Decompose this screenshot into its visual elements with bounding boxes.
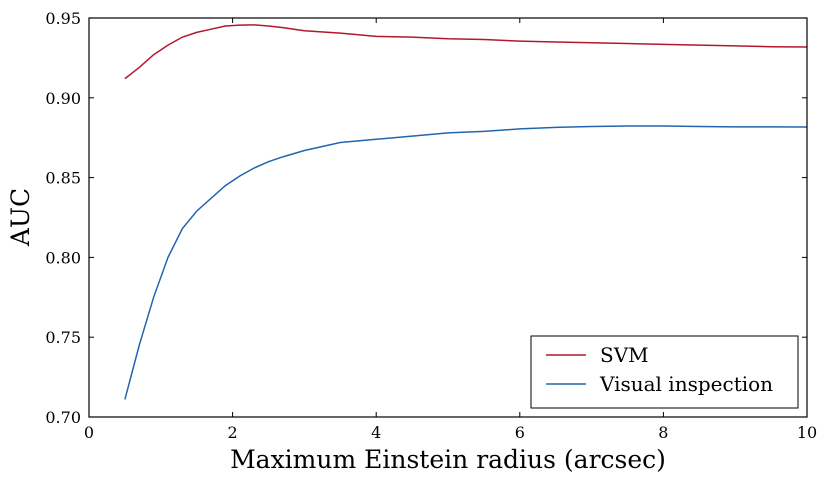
plot-frame: [88, 17, 808, 418]
x-tick-label: 0: [84, 423, 94, 442]
y-tick-label: 0.70: [45, 408, 81, 427]
x-axis-label: Maximum Einstein radius (arcsec): [230, 445, 666, 474]
legend-box: [530, 335, 799, 409]
y-tick-label: 0.95: [45, 9, 81, 28]
x-tick-label: 10: [797, 423, 817, 442]
x-tick-label: 4: [371, 423, 381, 442]
series-line-svm: [124, 24, 808, 80]
y-axis-label: AUC: [6, 188, 35, 247]
series-line-visual-inspection: [124, 125, 808, 400]
legend-label-svm: SVM: [600, 343, 649, 367]
x-tick-label: 6: [515, 423, 525, 442]
x-tick-label: 2: [228, 423, 238, 442]
y-tick-label: 0.80: [45, 248, 81, 267]
x-tick-label: 8: [658, 423, 668, 442]
y-tick-label: 0.90: [45, 89, 81, 108]
legend: SVM Visual inspection: [530, 335, 799, 409]
y-tick-label: 0.85: [45, 169, 81, 188]
legend-label-visual-inspection: Visual inspection: [599, 372, 773, 396]
y-tick-label: 0.75: [45, 328, 81, 347]
